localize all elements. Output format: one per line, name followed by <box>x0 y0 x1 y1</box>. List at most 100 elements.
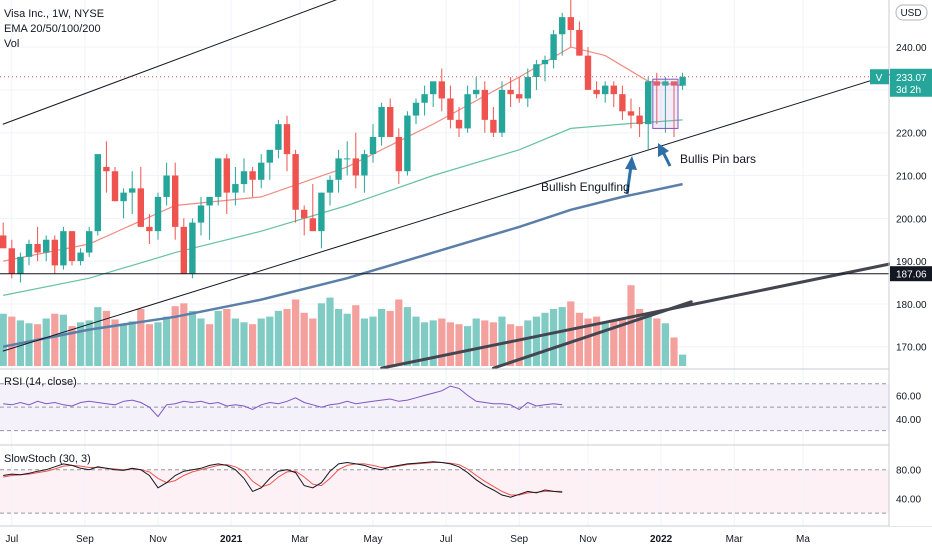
time-tick-label: Mar <box>726 534 744 545</box>
volume-bar <box>188 310 196 366</box>
volume-bar <box>59 314 67 366</box>
time-tick-label: Sep <box>76 534 94 545</box>
candle-body <box>438 81 445 99</box>
candle-body <box>232 184 239 193</box>
candle-body <box>567 17 574 30</box>
volume-bar <box>145 324 153 366</box>
candle-body <box>266 149 273 163</box>
annotation-arrows <box>625 143 672 195</box>
volume-bar <box>309 318 317 366</box>
pin-bar-highlight <box>652 78 679 129</box>
engulfing-arrow-head <box>625 156 637 170</box>
candle-body <box>215 158 222 197</box>
stoch-band <box>0 469 889 514</box>
volume-bar <box>68 326 76 366</box>
volume-bar <box>627 285 635 366</box>
volume-bar <box>214 310 222 366</box>
volume-bar <box>550 309 558 366</box>
rsi-legend[interactable]: RSI (14, close) <box>4 376 77 388</box>
ema-legend[interactable]: EMA 20/50/100/200 <box>4 23 101 35</box>
volume-bar <box>601 322 609 366</box>
volume-bar <box>171 306 179 366</box>
candle-body <box>206 196 213 206</box>
support-level-box <box>890 266 932 282</box>
candle-body <box>163 175 170 197</box>
symbol-legend[interactable]: Visa Inc., 1W, NYSE <box>4 8 104 20</box>
last-price-tag: V 233.07 3d 2h <box>870 68 932 97</box>
volume-bar <box>292 299 300 366</box>
currency-badge[interactable]: USD <box>895 4 928 21</box>
rsi-series <box>3 385 563 418</box>
volume-bar <box>180 303 188 366</box>
candle-body <box>378 107 385 137</box>
stoch-legend[interactable]: SlowStoch (30, 3) <box>4 453 91 465</box>
volume-bar <box>317 303 325 366</box>
volume-bar <box>386 310 394 366</box>
candle-body <box>0 235 7 249</box>
rsi-tick-label: 40.00 <box>896 415 921 426</box>
candle-body <box>550 34 557 60</box>
trendline-4 <box>491 300 693 370</box>
volume-bar <box>94 307 102 366</box>
volume-legend[interactable]: Vol <box>4 38 19 50</box>
candle-body <box>533 64 540 78</box>
volume-bar <box>584 318 592 366</box>
candle-body <box>129 188 136 193</box>
time-tick-label: 2022 <box>650 534 673 545</box>
volume-bar <box>618 318 626 366</box>
currency-label: USD <box>900 8 921 19</box>
time-tick-label: Jul <box>440 534 453 545</box>
volume-bar <box>249 324 257 366</box>
candle-body <box>369 136 377 155</box>
candle-body <box>593 89 600 95</box>
volume-bar <box>335 309 343 366</box>
candle-body <box>490 119 497 133</box>
candle-body <box>68 231 76 262</box>
volume-bar <box>429 320 437 366</box>
candle-body <box>335 158 342 180</box>
volume-bar <box>661 323 669 366</box>
candlesticks <box>0 0 686 283</box>
volume-bar <box>653 318 661 366</box>
last-price-value: 233.07 <box>896 73 927 84</box>
volume-bar <box>352 305 360 366</box>
volume-bar <box>163 316 171 366</box>
time-tick-label: May <box>364 534 383 545</box>
volume-bar <box>610 320 618 366</box>
volume-bar <box>274 310 282 366</box>
candle-body <box>189 222 196 274</box>
candle-body <box>645 81 652 125</box>
ticker-badge <box>870 69 889 85</box>
candle-body <box>464 94 471 129</box>
volume-bar <box>541 312 549 366</box>
trendlines <box>2 0 932 370</box>
volume-bar <box>464 326 472 366</box>
volume-bar <box>593 316 601 366</box>
volume-bar <box>102 310 110 366</box>
candle-body <box>387 107 394 137</box>
candle-body <box>180 226 187 274</box>
support-level-tag: 187.06 <box>890 266 932 282</box>
volume-bar <box>154 322 162 366</box>
volume-bar <box>644 313 652 366</box>
price-tick-label: 200.00 <box>896 214 927 225</box>
candle-body <box>292 154 299 210</box>
currency-badge-border <box>895 4 928 21</box>
stoch-tick-label: 80.00 <box>896 466 921 477</box>
volume-bar <box>266 316 274 366</box>
candle-body <box>576 29 583 56</box>
ticker-badge-text: V <box>876 73 883 84</box>
volume-bar <box>395 299 403 366</box>
time-tick-label: 2021 <box>220 534 243 545</box>
volume-bar <box>42 318 50 366</box>
candle-body <box>395 136 402 172</box>
volume-bar <box>300 312 308 366</box>
time-axis[interactable]: Jul Sep Nov 2021 Mar May Jul Sep Nov 2022 Mar Ma <box>5 534 810 545</box>
price-tick-label: 210.00 <box>896 172 927 183</box>
bar-countdown: 3d 2h <box>896 85 921 96</box>
candle-body <box>662 81 669 86</box>
volume-bar <box>670 337 678 366</box>
ema-50-line <box>3 119 683 296</box>
volume-bar <box>77 322 85 366</box>
